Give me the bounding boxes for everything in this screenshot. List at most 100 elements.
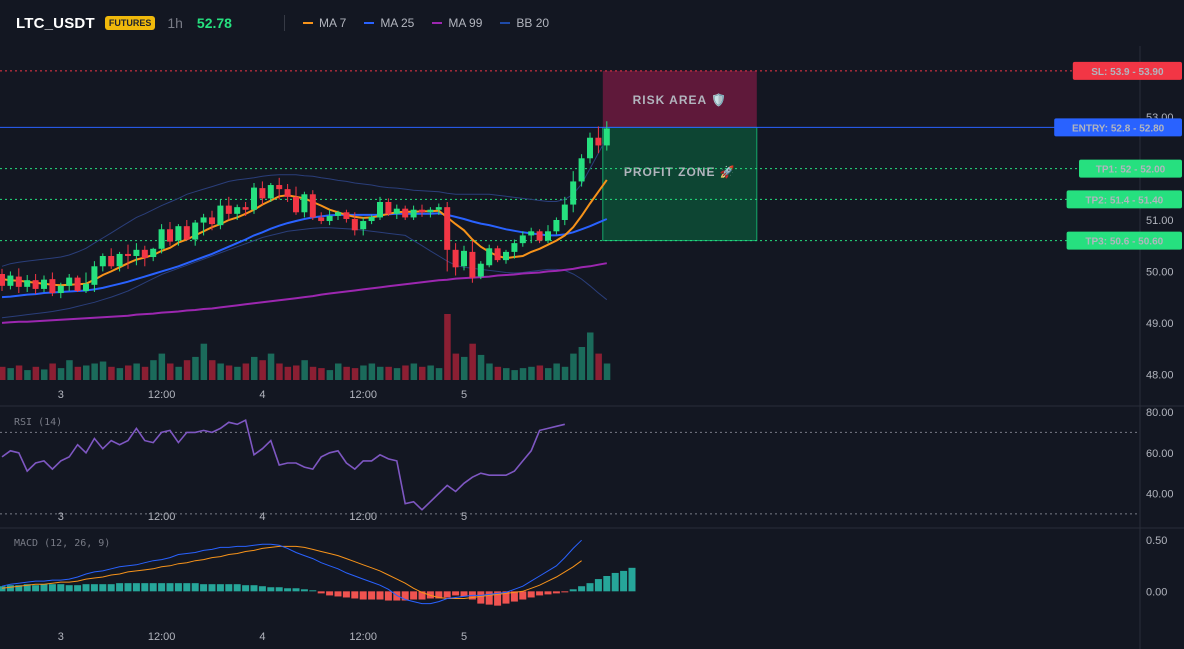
candle-body: [519, 235, 526, 244]
level-tag[interactable]: [1066, 231, 1182, 250]
volume-bar: [494, 366, 502, 380]
macd-histogram-bar: [502, 591, 510, 604]
candle-body: [0, 274, 5, 286]
volume-bar: [267, 353, 275, 380]
volume-bar: [452, 353, 460, 380]
candle-body: [267, 185, 274, 199]
volume-bar: [276, 363, 283, 380]
candle-body: [528, 231, 535, 236]
volume-bar: [393, 368, 401, 380]
candle-body: [553, 220, 560, 232]
level-tag[interactable]: [1066, 190, 1182, 209]
macd-histogram-bar: [410, 591, 418, 600]
volume-bar: [519, 368, 527, 380]
time-axis-label: 4: [259, 511, 265, 523]
macd-histogram-bar: [317, 591, 325, 594]
legend-bb20[interactable]: BB 20: [500, 16, 549, 30]
volume-bar: [91, 363, 98, 380]
candle-body: [477, 263, 484, 277]
ma25-line: [1, 212, 608, 299]
candle-body: [91, 266, 98, 285]
candle-body: [293, 196, 299, 213]
volume-bar: [360, 365, 367, 380]
price-tick-label: 50.00: [1146, 266, 1174, 278]
macd-histogram-bar: [435, 591, 443, 599]
candle-body: [578, 158, 585, 182]
macd-histogram-bar: [519, 591, 527, 600]
bb20-swatch: [500, 22, 511, 24]
volume-bar: [225, 365, 233, 380]
legend-ma7[interactable]: MA 7: [302, 16, 347, 30]
legend-ma25-label: MA 25: [380, 16, 415, 30]
candle-body: [545, 231, 551, 241]
candle-body: [452, 249, 459, 268]
macd-histogram-bar: [40, 584, 48, 592]
volume-bar: [427, 365, 434, 380]
candle-body: [368, 216, 375, 222]
macd-histogram-bar: [359, 591, 367, 600]
macd-histogram-bar: [569, 589, 577, 592]
time-axis-label: 3: [58, 511, 64, 523]
macd-histogram-bar: [527, 591, 535, 598]
volume-bar: [183, 360, 191, 380]
legend-ma25[interactable]: MA 25: [364, 16, 414, 30]
candle-body: [284, 189, 291, 197]
symbol-label[interactable]: LTC_USDT: [16, 14, 95, 32]
volume-bar: [209, 360, 216, 380]
candle-body: [570, 181, 577, 205]
last-price: 52.78: [196, 15, 232, 31]
rsi-tick-label: 80.00: [1146, 407, 1174, 419]
candle-body: [326, 215, 333, 222]
volume-bar: [301, 360, 308, 380]
candle-body: [351, 218, 358, 231]
volume-bar: [553, 363, 560, 380]
macd-histogram-bar: [107, 584, 115, 592]
volume-bar: [293, 365, 300, 380]
macd-histogram-bar: [242, 585, 250, 592]
candle-body: [536, 231, 543, 241]
time-axis-label: 12:00: [148, 389, 176, 401]
timeframe-label[interactable]: 1h: [167, 15, 183, 31]
volume-bar: [251, 356, 258, 380]
candle-body: [116, 253, 123, 267]
volume-bar: [0, 366, 6, 380]
candle-body: [209, 217, 215, 225]
macd-histogram-bar: [401, 591, 409, 601]
macd-histogram-bar: [158, 583, 166, 592]
candle-body: [427, 209, 434, 213]
candle-body: [66, 277, 73, 286]
macd-histogram-bar: [99, 584, 107, 592]
candle-body: [192, 222, 199, 240]
macd-histogram-bar: [258, 586, 266, 592]
time-axis-label: 5: [461, 389, 467, 401]
macd-histogram-bar: [0, 586, 6, 592]
price-tick-label: 48.00: [1146, 369, 1174, 381]
volume-bar: [150, 360, 157, 380]
candle-body: [318, 217, 325, 222]
candle-body: [41, 279, 47, 289]
candle-body: [360, 221, 367, 230]
level-tag[interactable]: [1054, 118, 1182, 137]
candle-body: [419, 209, 425, 213]
macd-histogram-bar: [443, 591, 451, 598]
volume-bar: [469, 343, 476, 380]
macd-histogram-bar: [183, 583, 191, 592]
candle-body: [175, 226, 182, 241]
volume-bar: [108, 366, 115, 380]
level-tag[interactable]: [1079, 159, 1182, 178]
legend-ma7-label: MA 7: [318, 16, 347, 30]
macd-histogram-bar: [284, 588, 292, 592]
legend-ma99[interactable]: MA 99: [432, 16, 482, 30]
candle-body: [402, 208, 409, 218]
macd-histogram-bar: [74, 585, 82, 592]
volume-bar: [461, 356, 468, 380]
macd-histogram-bar: [48, 584, 56, 592]
candle-body: [24, 280, 31, 287]
time-axis-label: 5: [461, 511, 467, 523]
macd-histogram-bar: [23, 584, 31, 592]
volume-bar: [49, 363, 56, 380]
volume-bar: [385, 366, 392, 380]
level-tag[interactable]: [1072, 61, 1182, 80]
volume-bar: [351, 368, 359, 380]
